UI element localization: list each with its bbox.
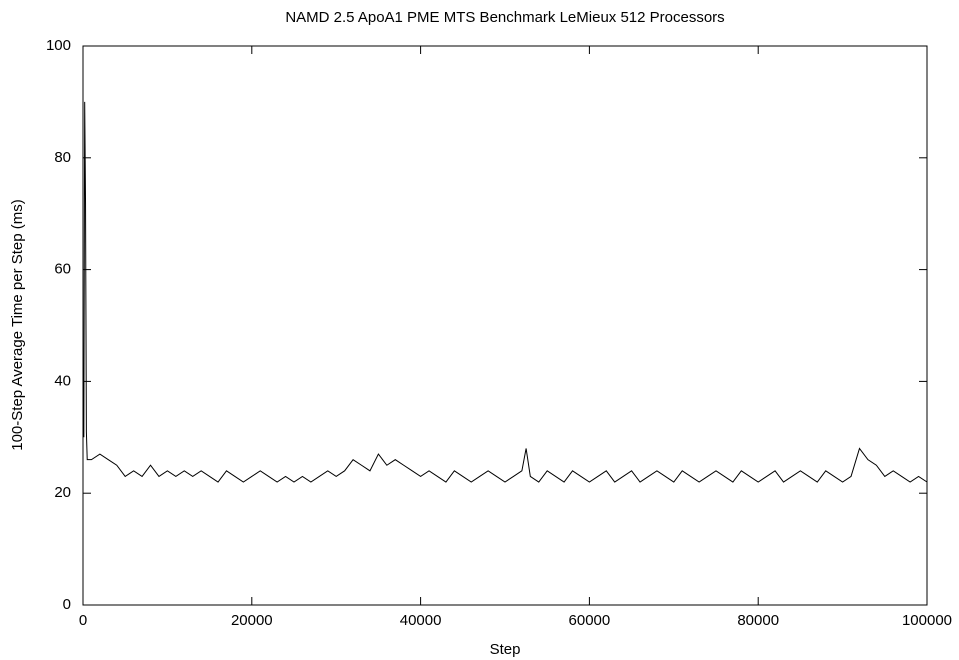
x-tick-label: 80000	[737, 612, 779, 629]
x-tick-label: 60000	[569, 612, 611, 629]
y-tick-label: 60	[54, 261, 71, 278]
x-tick-label: 100000	[902, 612, 952, 629]
y-tick-label: 100	[46, 37, 71, 54]
plot-frame	[82, 45, 928, 606]
x-tick-label: 40000	[400, 612, 442, 629]
y-tick-label: 0	[63, 596, 71, 613]
x-tick-label: 0	[79, 612, 87, 629]
x-tick-label: 20000	[231, 612, 273, 629]
y-axis-label: 100-Step Average Time per Step (ms)	[9, 199, 26, 451]
chart-title: NAMD 2.5 ApoA1 PME MTS Benchmark LeMieux…	[285, 9, 724, 26]
y-tick-label: 80	[54, 149, 71, 166]
x-axis-label: Step	[490, 641, 521, 658]
y-tick-label: 40	[54, 372, 71, 389]
y-tick-label: 20	[54, 484, 71, 501]
data-line	[83, 101, 928, 483]
